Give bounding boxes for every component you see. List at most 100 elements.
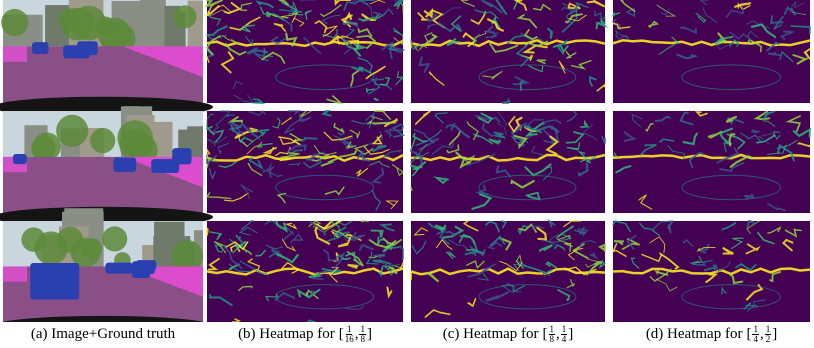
heat-edge	[388, 266, 398, 275]
heat-edge	[667, 220, 674, 234]
heat-edge	[338, 150, 358, 158]
heat-edge	[612, 152, 619, 159]
heat-edge	[372, 259, 392, 265]
heat-edge	[463, 155, 476, 165]
heat-edge	[426, 271, 440, 283]
heat-edge	[648, 20, 659, 29]
heat-edge	[381, 264, 394, 276]
heat-edge	[273, 23, 287, 32]
heat-edge	[585, 258, 600, 268]
heat-edge	[464, 237, 479, 255]
heat-edge	[423, 7, 434, 19]
heatmap	[205, 109, 406, 213]
heat-edge	[289, 133, 303, 143]
heat-edge	[446, 144, 460, 154]
heat-edge	[623, 131, 636, 142]
heat-edge	[746, 38, 763, 53]
numerator: 1	[560, 323, 568, 335]
heat-edge	[398, 245, 404, 260]
heat-edge	[396, 1, 404, 14]
heat-edge	[728, 133, 736, 147]
heat-edge	[395, 70, 405, 86]
heat-edge	[248, 157, 264, 171]
heat-edge	[373, 13, 386, 21]
heat-edge	[753, 110, 771, 121]
heat-edge	[729, 155, 754, 168]
heat-edge	[703, 264, 719, 272]
heat-edge	[281, 238, 297, 252]
heat-edge	[601, 135, 606, 145]
car	[77, 41, 98, 56]
heat-edge	[385, 200, 399, 210]
heat-edge	[248, 109, 266, 116]
heat-edge	[213, 241, 226, 254]
sidewalk-left	[3, 266, 27, 282]
heat-edge	[238, 285, 253, 291]
numerator: 1	[548, 323, 556, 335]
heat-edge	[480, 0, 503, 14]
heatmap	[410, 218, 607, 322]
heat-edge	[204, 0, 214, 8]
heat-edge	[272, 117, 281, 129]
heat-edge	[570, 59, 592, 70]
heat-edge	[246, 47, 269, 55]
heatmap-background	[613, 0, 810, 103]
heat-edge	[206, 56, 210, 63]
heat-edge	[767, 52, 781, 56]
heat-edge	[338, 137, 354, 145]
heat-edge	[714, 35, 734, 45]
numerator: 1	[345, 323, 353, 335]
heat-edge	[541, 127, 556, 145]
heat-edge	[510, 179, 535, 189]
heat-edge	[530, 145, 544, 156]
heat-edge	[308, 272, 323, 279]
heat-edge	[209, 123, 220, 134]
heat-edge	[303, 36, 322, 55]
heat-edge	[486, 241, 503, 250]
heat-edge	[784, 228, 802, 238]
horizon-band	[410, 153, 606, 162]
heat-edge	[589, 252, 599, 260]
heat-edge	[580, 119, 590, 128]
heat-edge	[482, 70, 503, 80]
heat-edge	[373, 97, 379, 102]
heat-edge	[337, 236, 352, 248]
heat-edge	[545, 135, 559, 155]
heat-edge	[265, 244, 284, 250]
heat-edge	[756, 232, 775, 245]
heat-edge	[536, 59, 547, 65]
heat-edge	[790, 25, 811, 35]
heat-edge	[387, 41, 398, 51]
heat-edge	[779, 50, 794, 63]
heat-edge	[206, 227, 209, 236]
heat-edge	[676, 53, 699, 60]
heat-edge	[532, 3, 552, 11]
heat-edge	[667, 145, 685, 160]
heat-edge	[276, 192, 287, 204]
heat-edge	[431, 142, 455, 155]
heat-edge	[484, 25, 496, 35]
heat-edge	[323, 131, 353, 141]
heat-edge	[268, 249, 279, 258]
car	[137, 262, 155, 275]
heat-edge	[236, 122, 261, 140]
heat-edge	[542, 271, 552, 278]
heat-edge	[495, 0, 508, 15]
heat-edge	[626, 7, 636, 18]
heat-edge	[781, 238, 794, 252]
heat-edge	[652, 220, 674, 231]
heat-edge	[589, 75, 597, 87]
heat-edge	[369, 121, 397, 125]
heat-edge	[218, 161, 237, 168]
heat-edge	[530, 225, 545, 231]
heat-edge	[267, 163, 283, 178]
heat-edge	[523, 28, 538, 41]
tree	[171, 240, 204, 272]
heat-edge	[462, 220, 479, 232]
heat-edge	[541, 236, 566, 243]
heat-edge	[298, 113, 312, 123]
heat-edge	[321, 29, 338, 39]
